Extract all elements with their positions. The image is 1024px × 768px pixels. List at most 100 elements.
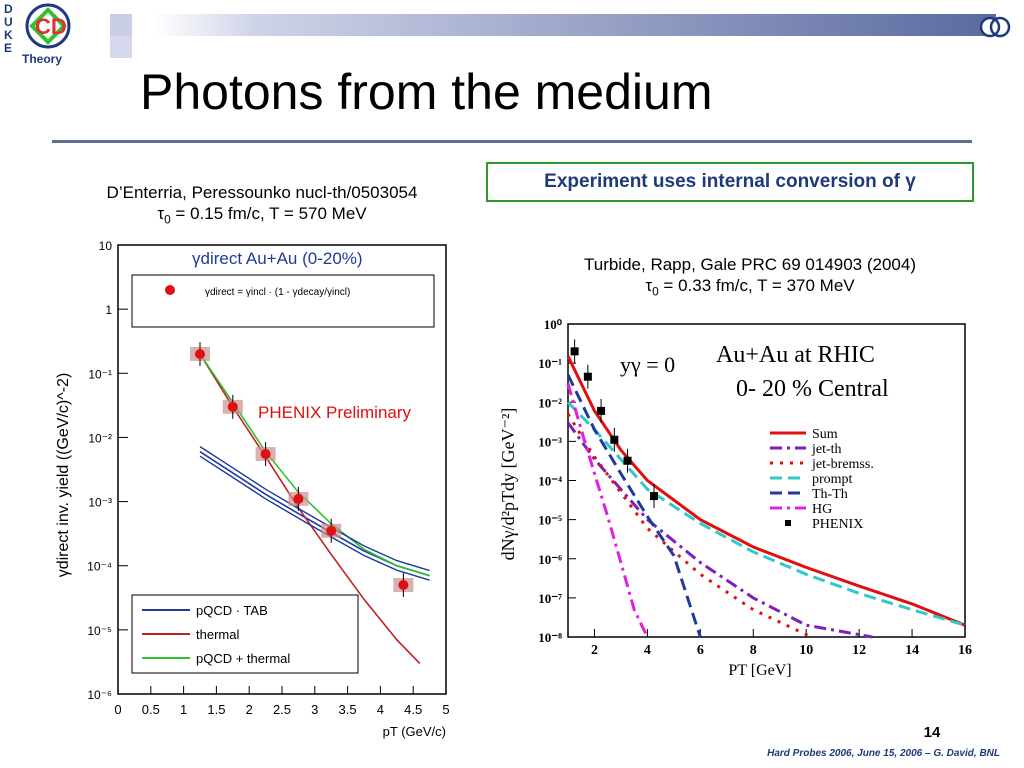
legend-label: Sum (812, 427, 838, 442)
rings-icon (978, 14, 1012, 40)
y-tick-label: 10 (99, 239, 113, 253)
x-tick-label: 4.5 (404, 702, 422, 717)
x-tick-label: 14 (905, 643, 919, 658)
legend-marker (785, 520, 791, 526)
right-reference-params: = 0.33 fm/c, T = 370 MeV (658, 276, 855, 295)
y-tick-label: 10⁻⁷ (538, 591, 562, 606)
data-point (610, 435, 619, 444)
left-reference: D’Enterria, Peressounko nucl-th/0503054 … (66, 182, 458, 230)
left-reference-params: = 0.15 fm/c, T = 570 MeV (170, 204, 367, 223)
series-line (566, 401, 966, 627)
data-point (326, 525, 337, 536)
x-tick-label: 2 (591, 643, 598, 658)
right-reference: Turbide, Rapp, Gale PRC 69 014903 (2004)… (506, 254, 994, 302)
phenix-direct-photon-chart: 0 0.5 1 1.5 2 2.5 3 3.5 4 4.5 5 10 1 10⁻¹ 10⁻² 10⁻³ 10⁻⁴… (55, 239, 450, 739)
data-point (623, 456, 632, 465)
x-axis-label: pT (GeV/c) (383, 724, 446, 739)
internal-conversion-note: Experiment uses internal conversion of γ (486, 162, 974, 202)
legend-label: thermal (196, 627, 239, 642)
data-point (650, 492, 659, 501)
title-divider (52, 140, 972, 143)
x-tick-label: 4 (377, 702, 384, 717)
series-band-line (199, 446, 430, 572)
data-point (597, 406, 606, 415)
x-tick-label: 1.5 (207, 702, 225, 717)
logo-mark: CD (35, 14, 67, 39)
y-tick-label: 10⁻⁵ (87, 624, 112, 638)
logo-letter: U (4, 15, 13, 29)
x-tick-label: 12 (852, 643, 866, 658)
tau-symbol: τ (157, 204, 165, 223)
series-line (566, 383, 649, 638)
data-point (398, 580, 409, 591)
x-tick-label: 3 (311, 702, 318, 717)
left-reference-line1: D’Enterria, Peressounko nucl-th/0503054 (106, 183, 418, 202)
legend-label: jet-bremss. (811, 457, 874, 472)
logo-letter: D (4, 2, 13, 16)
y-tick-label: 10⁻² (538, 395, 562, 410)
legend-label: PHENIX (812, 517, 863, 532)
tau-subscript: 0 (652, 284, 659, 299)
legend-label: prompt (812, 472, 853, 487)
slide-title: Photons from the medium (140, 64, 713, 120)
x-tick-label: 1 (180, 702, 187, 717)
x-tick-label: 16 (958, 643, 972, 658)
y-tick-label: 10⁻⁴ (87, 560, 112, 574)
chart-title-line2: 0- 20 % Central (736, 376, 889, 402)
y-axis-label: dNγ/d²pTdy [GeV⁻²] (498, 408, 518, 561)
header-banner (92, 14, 996, 58)
x-tick-label: 4 (644, 643, 651, 658)
right-reference-line2: τ0 = 0.33 fm/c, T = 370 MeV (506, 275, 994, 302)
x-tick-label: 0.5 (142, 702, 160, 717)
y-tick-label: 10⁰ (544, 317, 563, 332)
x-tick-label: 5 (442, 702, 449, 717)
logo-letter: K (4, 28, 13, 42)
x-tick-label: 2 (246, 702, 253, 717)
series-line (199, 353, 421, 664)
legend-label: pQCD · TAB (196, 603, 268, 618)
duke-theory-logo: D U K E CD Theory (2, 0, 78, 68)
turbide-rapp-gale-chart: 2 4 6 8 10 12 14 16 10⁰ 10⁻¹ 10⁻² 10⁻³ 10⁻⁴ 10⁻⁵ 10⁻⁶ 1… (498, 317, 972, 679)
series-line (566, 413, 813, 639)
y-tick-label: 10⁻² (88, 431, 112, 445)
legend-marker (165, 285, 175, 295)
y-tick-label: 10⁻⁴ (538, 474, 562, 489)
chart-title: γdirect Au+Au (0-20%) (192, 249, 363, 268)
y-tick-label: 10⁻³ (538, 434, 562, 449)
rapidity-label: yγ = 0 (620, 352, 675, 377)
legend-label: pQCD + thermal (196, 651, 290, 666)
left-reference-line2: τ0 = 0.15 fm/c, T = 570 MeV (66, 203, 458, 230)
series-line (566, 355, 966, 627)
series-line (566, 421, 873, 639)
footer-text: Hard Probes 2006, June 15, 2006 – G. Dav… (767, 748, 1000, 759)
x-axis-label: PT [GeV] (728, 662, 791, 679)
plot-frame (567, 323, 966, 638)
data-point (293, 493, 304, 504)
x-tick-label: 10 (799, 643, 813, 658)
x-tick-label: 3.5 (339, 702, 357, 717)
formula-text: γdirect = γincl · (1 - γdecay/γincl) (205, 287, 350, 298)
y-tick-label: 10⁻¹ (88, 367, 112, 381)
data-point (570, 347, 579, 356)
data-point (227, 401, 238, 412)
series-line (566, 374, 702, 638)
x-tick-label: 6 (697, 643, 704, 658)
data-point (195, 348, 205, 359)
y-tick-label: 10⁻⁶ (538, 552, 562, 567)
legend-label: jet-th (811, 442, 842, 457)
y-axis-label: γdirect inv. yield ((GeV/c)^-2) (55, 373, 72, 578)
data-point (260, 449, 271, 460)
page-number: 14 (923, 724, 941, 741)
right-reference-line1: Turbide, Rapp, Gale PRC 69 014903 (2004) (583, 255, 916, 274)
tau-subscript: 0 (164, 212, 171, 227)
logo-letter: E (4, 41, 12, 55)
phenix-preliminary-label: PHENIX Preliminary (258, 403, 412, 422)
x-tick-label: 0 (114, 702, 121, 717)
tau-symbol: τ (645, 276, 653, 295)
y-tick-label: 10⁻¹ (538, 356, 562, 371)
y-tick-label: 10⁻³ (88, 496, 112, 510)
y-tick-label: 1 (105, 303, 112, 317)
legend-label: Th-Th (812, 487, 848, 502)
logo-text: Theory (22, 52, 62, 66)
series-band-line (199, 455, 430, 581)
